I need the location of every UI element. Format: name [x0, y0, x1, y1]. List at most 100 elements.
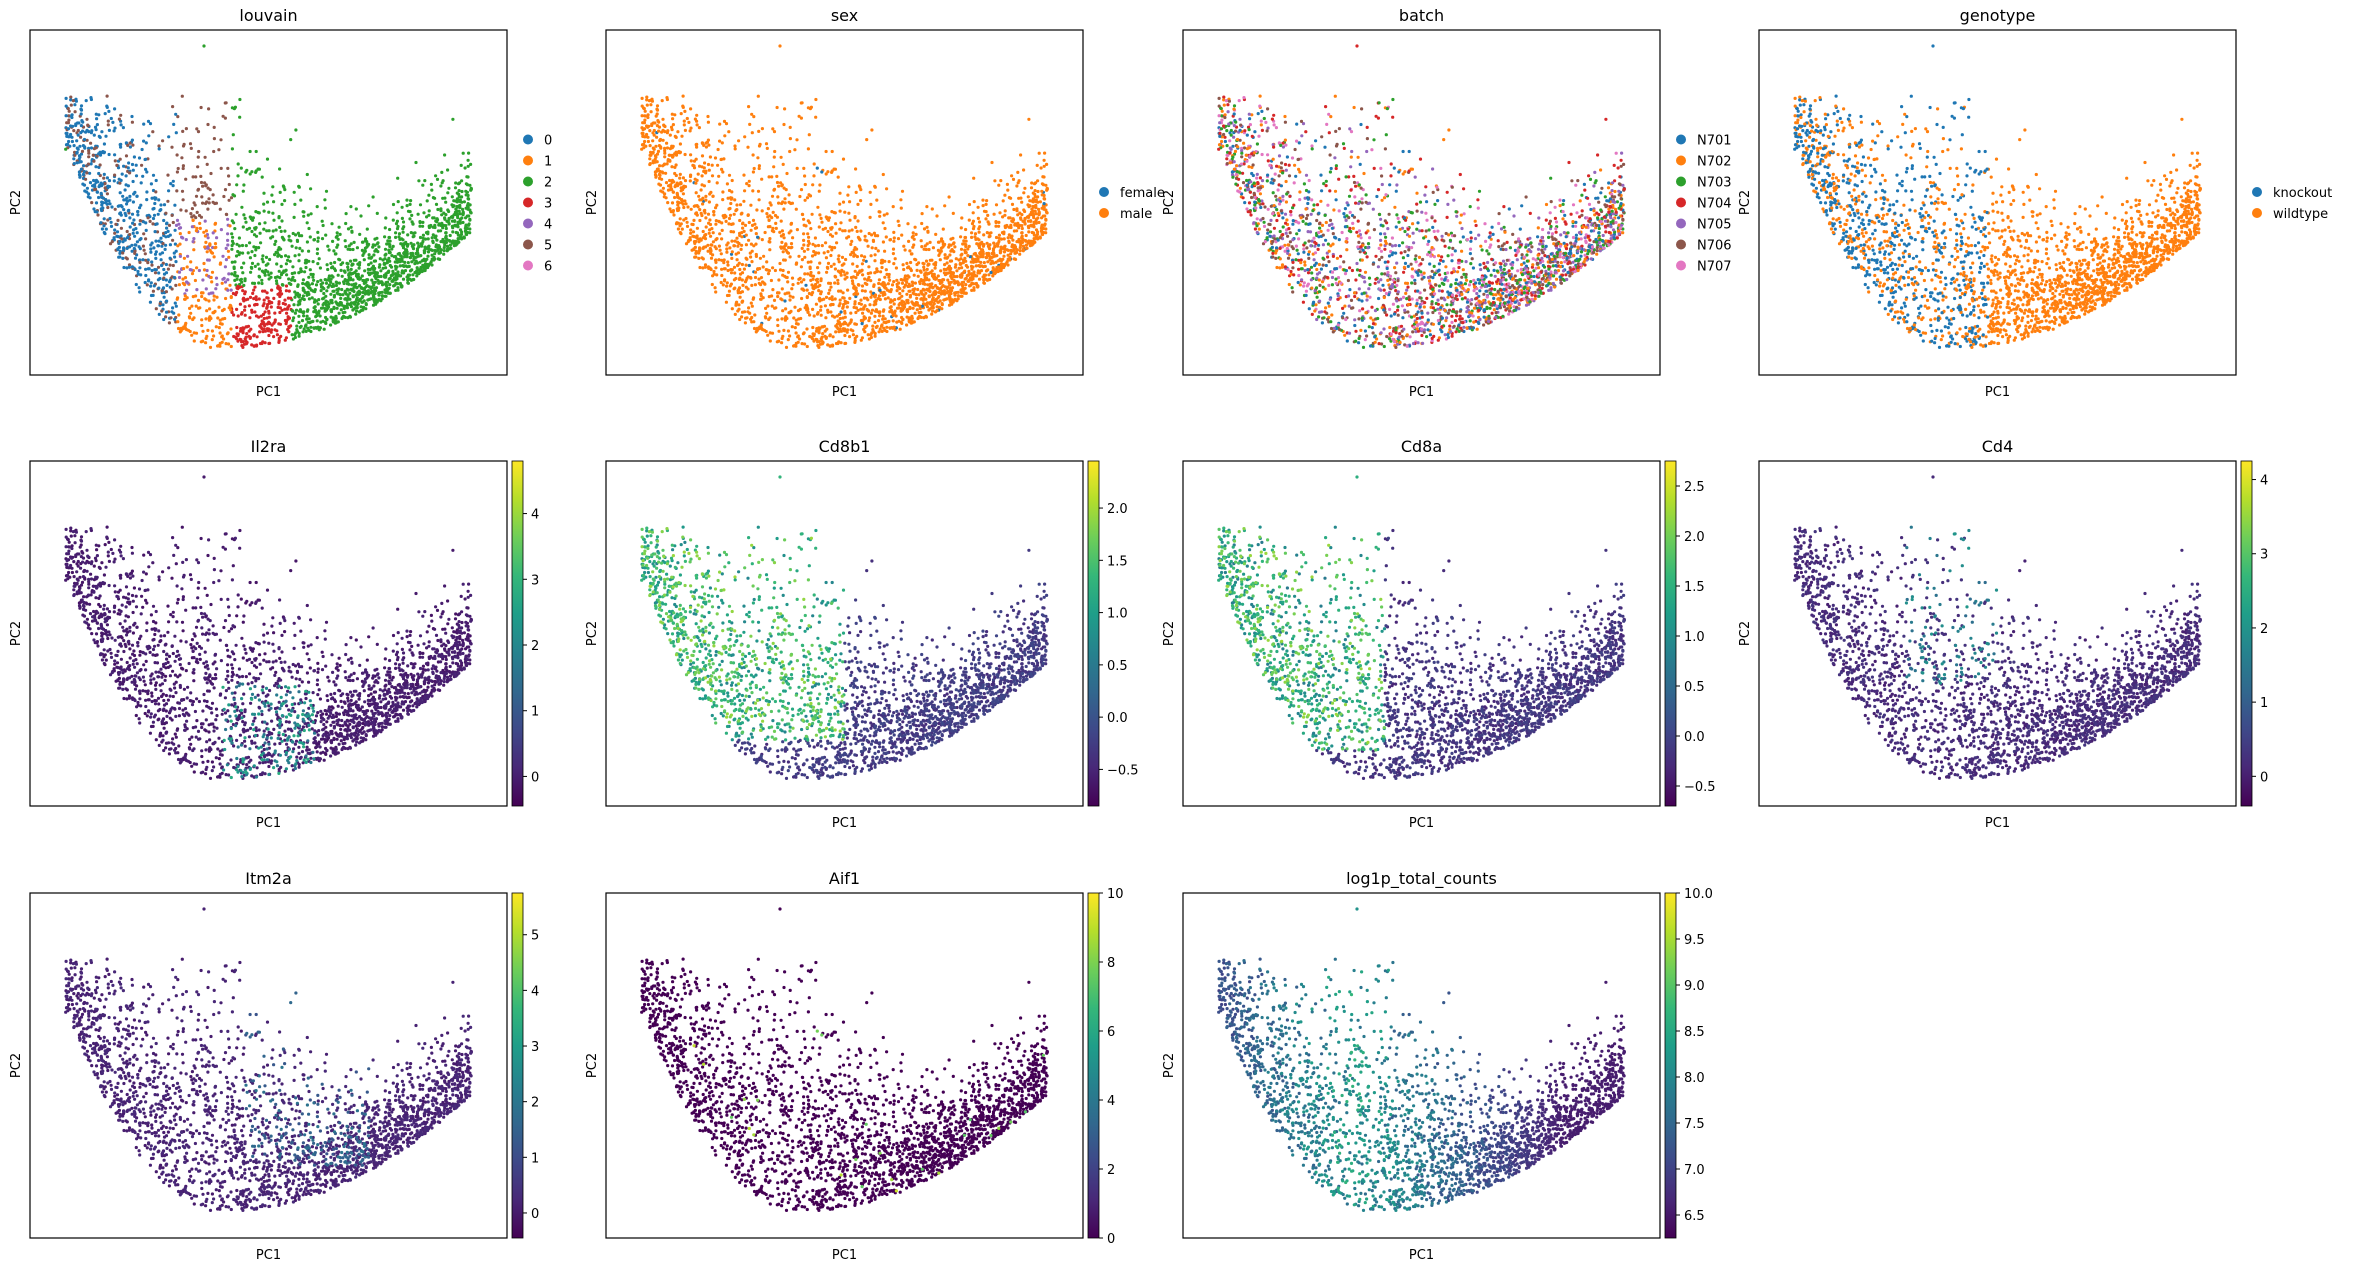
data-point — [889, 306, 892, 309]
data-point — [808, 292, 811, 295]
data-point — [77, 134, 80, 137]
data-point — [145, 190, 148, 193]
data-point — [101, 206, 104, 209]
data-point — [1039, 200, 1042, 203]
data-point — [898, 224, 901, 227]
data-point — [1027, 239, 1030, 242]
data-point — [298, 253, 301, 256]
data-point — [839, 221, 842, 224]
data-point — [297, 315, 300, 318]
data-point — [118, 212, 121, 215]
data-point — [342, 311, 345, 314]
data-point — [802, 218, 805, 221]
data-point — [164, 235, 167, 238]
data-point — [416, 269, 419, 272]
data-point — [914, 304, 917, 307]
data-point — [360, 286, 363, 289]
data-point — [114, 223, 117, 226]
data-point — [760, 178, 763, 181]
data-point — [106, 192, 109, 195]
data-point — [175, 250, 178, 253]
data-point — [748, 221, 751, 224]
data-point — [165, 284, 168, 287]
data-point — [192, 219, 195, 222]
data-point — [781, 287, 784, 290]
data-point — [1030, 199, 1033, 202]
data-point — [353, 286, 356, 289]
data-point — [272, 297, 275, 300]
data-point — [259, 232, 262, 235]
data-point — [169, 257, 172, 260]
data-point — [139, 219, 142, 222]
data-point — [181, 278, 184, 281]
data-point — [839, 324, 842, 327]
data-point — [736, 309, 739, 312]
data-point — [210, 276, 213, 279]
data-point — [213, 126, 216, 129]
data-point — [826, 266, 829, 269]
data-point — [939, 258, 942, 261]
data-point — [263, 210, 266, 213]
data-point — [791, 277, 794, 280]
data-point — [407, 282, 410, 285]
data-point — [681, 105, 684, 108]
data-point — [121, 251, 124, 254]
data-point — [195, 332, 198, 335]
data-point — [103, 173, 106, 176]
chart-title: sex — [831, 6, 858, 25]
data-point — [241, 346, 244, 349]
data-point — [720, 237, 723, 240]
data-point — [859, 199, 862, 202]
data-point — [865, 138, 868, 141]
data-point — [340, 269, 343, 272]
data-point — [138, 261, 141, 264]
data-point — [946, 291, 949, 294]
data-point — [195, 305, 198, 308]
data-point — [970, 236, 973, 239]
data-point — [329, 323, 332, 326]
data-point — [954, 263, 957, 266]
data-point — [1019, 246, 1022, 249]
data-point — [358, 267, 361, 270]
data-point — [366, 228, 369, 231]
data-point — [245, 244, 248, 247]
data-point — [833, 263, 836, 266]
data-point — [712, 231, 715, 234]
data-point — [215, 296, 218, 299]
data-point — [1025, 247, 1028, 250]
data-point — [128, 142, 131, 145]
data-point — [304, 323, 307, 326]
data-point — [807, 240, 810, 243]
data-point — [213, 137, 216, 140]
data-point — [94, 188, 97, 191]
data-point — [711, 195, 714, 198]
data-point — [719, 249, 722, 252]
data-point — [730, 257, 733, 260]
data-point — [396, 211, 399, 214]
data-point — [916, 269, 919, 272]
data-point — [860, 339, 863, 342]
data-point — [875, 267, 878, 270]
data-point — [249, 328, 252, 331]
data-point — [89, 181, 92, 184]
data-point — [197, 156, 200, 159]
data-point — [776, 216, 779, 219]
data-point — [204, 317, 207, 320]
data-point — [105, 105, 108, 108]
data-point — [758, 164, 761, 167]
data-point — [114, 208, 117, 211]
data-point — [1003, 194, 1006, 197]
data-point — [754, 271, 757, 274]
data-point — [822, 298, 825, 301]
data-point — [752, 298, 755, 301]
data-point — [972, 286, 975, 289]
data-point — [120, 234, 123, 237]
data-point — [760, 298, 763, 301]
data-point — [195, 266, 198, 269]
data-point — [141, 175, 144, 178]
data-point — [834, 275, 837, 278]
data-point — [138, 266, 141, 269]
data-point — [249, 271, 252, 274]
data-point — [784, 259, 787, 262]
data-point — [892, 262, 895, 265]
